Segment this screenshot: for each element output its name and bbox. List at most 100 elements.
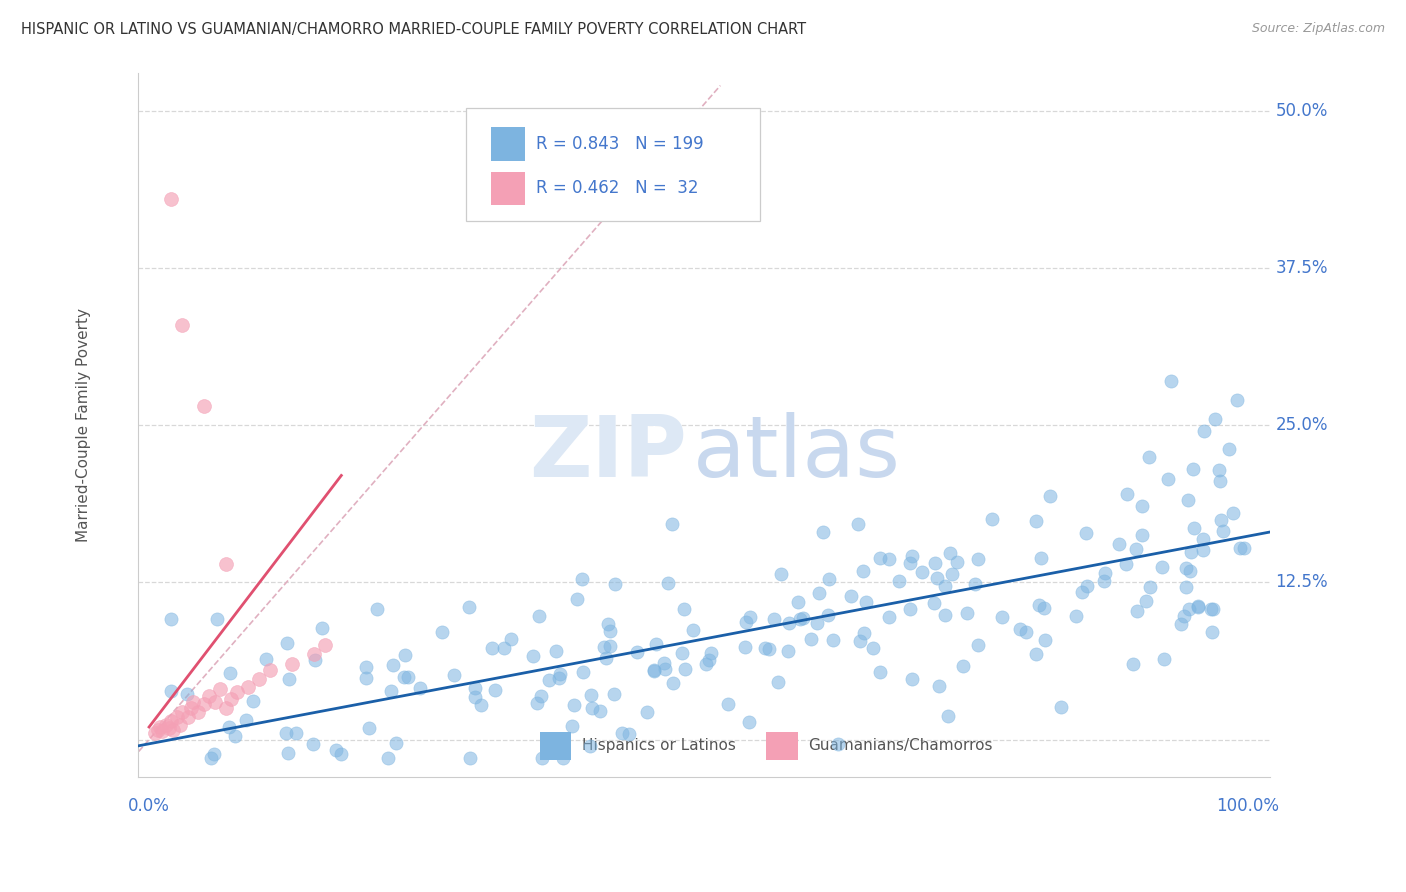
Point [380, 683, 402, 698]
Point [605, 576, 627, 591]
Point [626, 645, 648, 659]
Point [599, 639, 621, 653]
Point [226, 685, 249, 699]
Point [1209, 513, 1232, 527]
Point [643, 665, 665, 679]
Point [276, 636, 298, 650]
Point [1192, 425, 1215, 439]
FancyBboxPatch shape [540, 731, 571, 760]
Point [202, 747, 225, 761]
Point [671, 646, 693, 660]
Point [792, 611, 814, 625]
Text: 37.5%: 37.5% [1275, 259, 1327, 277]
Point [464, 681, 486, 695]
Point [561, 719, 583, 733]
Point [572, 665, 595, 680]
Point [242, 694, 264, 708]
Point [1122, 657, 1144, 672]
Point [901, 549, 924, 563]
Point [1187, 600, 1209, 615]
Point [924, 596, 946, 610]
Point [610, 726, 633, 740]
Point [169, 717, 191, 731]
Point [224, 729, 246, 743]
Point [1173, 608, 1195, 623]
Point [381, 658, 404, 673]
Point [672, 601, 695, 615]
Point [652, 656, 675, 670]
Point [636, 706, 658, 720]
Point [546, 644, 568, 658]
Point [645, 637, 668, 651]
Point [928, 679, 950, 693]
Text: 100.0%: 100.0% [1216, 797, 1279, 815]
Point [991, 610, 1014, 624]
Point [1125, 541, 1147, 556]
Point [806, 616, 828, 631]
Point [354, 671, 377, 685]
Text: ZIP: ZIP [529, 412, 688, 495]
Point [150, 723, 173, 738]
Point [1135, 593, 1157, 607]
Point [661, 676, 683, 690]
Point [259, 664, 281, 678]
Point [325, 742, 347, 756]
Point [1150, 559, 1173, 574]
Point [176, 710, 198, 724]
Point [862, 641, 884, 656]
Point [302, 737, 325, 751]
Point [827, 737, 849, 751]
Point [1025, 647, 1047, 661]
Point [1178, 564, 1201, 578]
Point [924, 557, 946, 571]
Point [1039, 489, 1062, 503]
Point [149, 720, 172, 734]
Point [934, 608, 956, 623]
Point [330, 747, 353, 761]
Point [852, 626, 875, 640]
Point [1218, 442, 1240, 456]
Point [548, 671, 571, 685]
Point [522, 648, 544, 663]
Point [159, 612, 181, 626]
Point [1066, 609, 1088, 624]
Point [952, 658, 974, 673]
Point [599, 624, 621, 638]
Point [602, 687, 624, 701]
Point [1094, 574, 1116, 588]
FancyBboxPatch shape [766, 731, 797, 760]
Point [1174, 580, 1197, 594]
Point [281, 657, 304, 672]
Point [218, 665, 240, 680]
Point [1153, 651, 1175, 665]
Text: HISPANIC OR LATINO VS GUAMANIAN/CHAMORRO MARRIED-COUPLE FAMILY POVERTY CORRELATI: HISPANIC OR LATINO VS GUAMANIAN/CHAMORRO… [21, 22, 806, 37]
Point [160, 684, 183, 698]
Text: 12.5%: 12.5% [1275, 574, 1327, 591]
Point [1177, 492, 1199, 507]
Point [304, 653, 326, 667]
Point [538, 673, 561, 688]
Point [1208, 463, 1230, 477]
Point [738, 610, 761, 624]
Point [1070, 585, 1092, 599]
Point [277, 746, 299, 760]
Point [155, 717, 177, 731]
Point [193, 399, 215, 413]
Point [394, 648, 416, 662]
Point [1033, 633, 1056, 648]
Point [1130, 499, 1153, 513]
Point [661, 516, 683, 531]
Point [1226, 392, 1249, 407]
Point [204, 695, 226, 709]
Point [821, 633, 844, 648]
Point [738, 715, 761, 730]
Point [1137, 450, 1160, 464]
Point [945, 555, 967, 569]
Point [1029, 551, 1052, 566]
Point [934, 579, 956, 593]
Point [643, 663, 665, 677]
Point [811, 524, 834, 539]
Point [354, 659, 377, 673]
Point [236, 680, 259, 694]
Point [817, 607, 839, 622]
